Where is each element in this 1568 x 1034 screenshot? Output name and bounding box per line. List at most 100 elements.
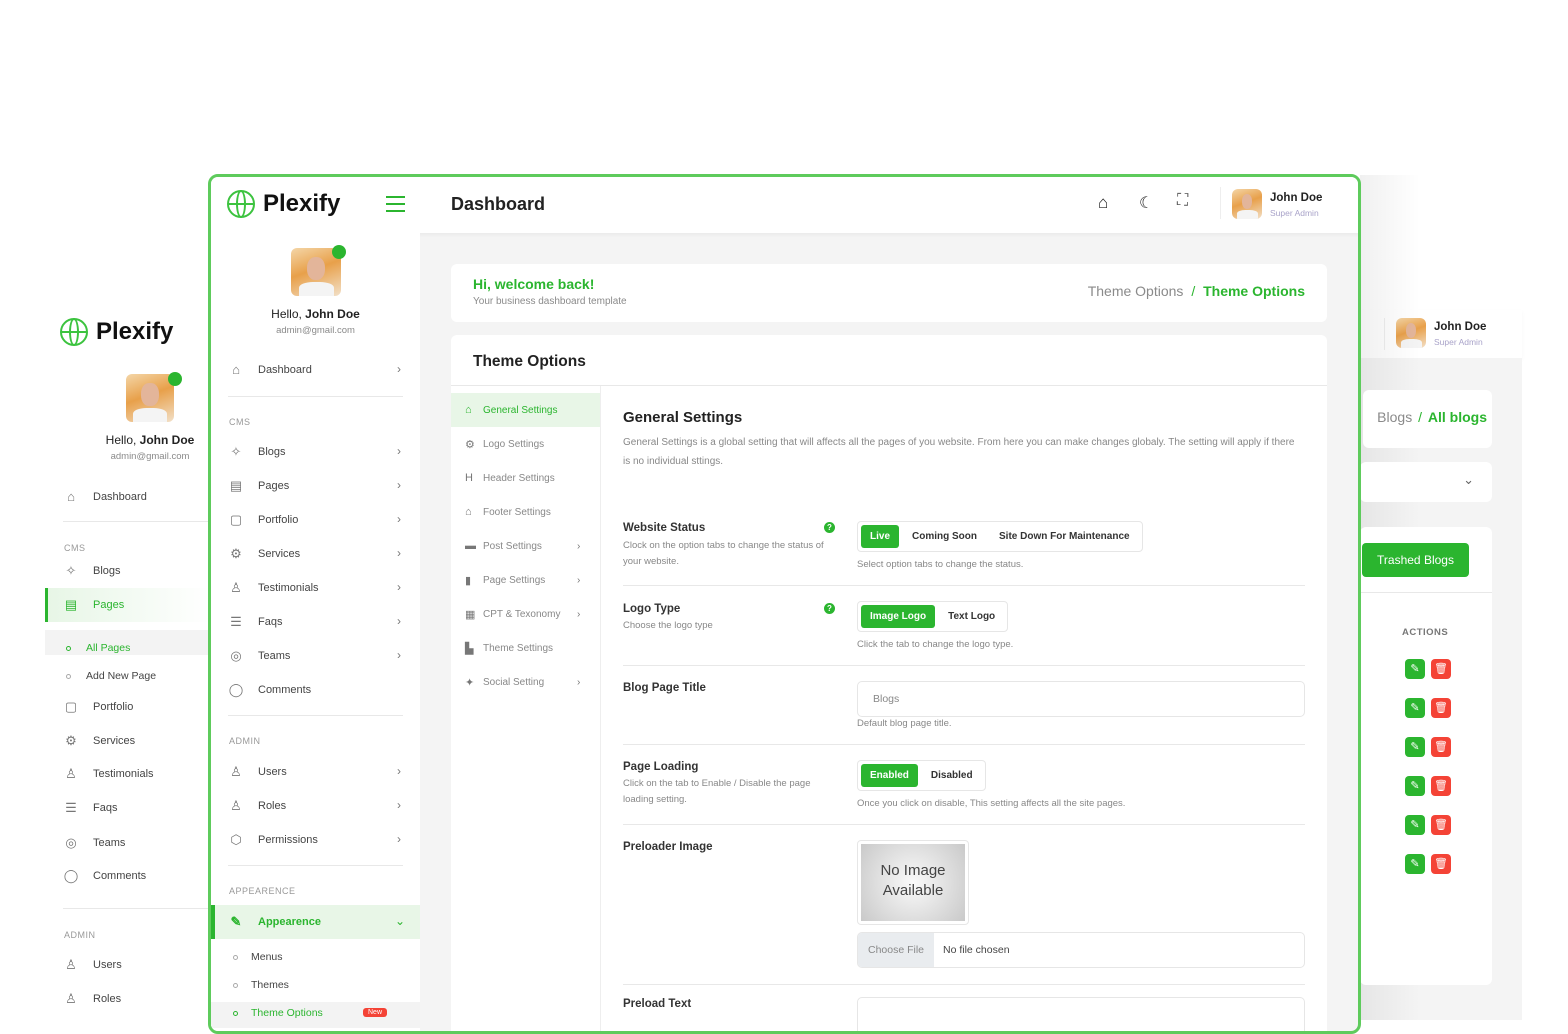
tab-coming-soon[interactable]: Coming Soon <box>912 531 978 542</box>
preload-text-input[interactable] <box>857 997 1305 1031</box>
card-title: Theme Options <box>473 353 586 370</box>
header-user-name: John Doe <box>1434 321 1487 333</box>
settings-nav-page-settings[interactable]: ▮ Page Settings › <box>465 574 581 587</box>
choose-file-button[interactable]: Choose File <box>858 933 934 967</box>
sidebar-item-permissions[interactable]: ⬡ Permissions <box>228 832 318 848</box>
edit-button[interactable]: ✎ <box>1405 776 1425 796</box>
preloader-image-preview: No Image Available <box>857 840 969 925</box>
back-sidebar-users[interactable]: ♙ Users <box>63 957 122 973</box>
file-input[interactable]: Choose File No file chosen <box>857 932 1305 968</box>
back-blogs-table: Trashed Blogs ACTIONS ✎ 🗑 ✎ 🗑 ✎ 🗑 ✎ 🗑 ✎ 🗑 ✎ 🗑 <box>1360 527 1492 985</box>
dark-mode-moon-icon[interactable]: ☾ <box>1139 195 1154 212</box>
chevron-right-icon: › <box>577 540 581 552</box>
settings-nav-social-setting[interactable]: ✦ Social Setting › <box>465 676 581 689</box>
sidebar-item-dashboard[interactable]: ⌂ Dashboard <box>228 362 312 377</box>
back-sidebar-blogs[interactable]: ✧ Blogs <box>63 563 121 579</box>
edit-button[interactable]: ✎ <box>1405 815 1425 835</box>
grid-icon: ▦ <box>465 608 476 621</box>
delete-button[interactable]: 🗑 <box>1431 854 1451 874</box>
settings-nav-logo-settings[interactable]: ⚙ Logo Settings <box>465 438 545 451</box>
sidebar-item-comments[interactable]: ◯ Comments <box>228 682 312 697</box>
back-sidebar-faqs[interactable]: ☰ Faqs <box>63 800 117 816</box>
breadcrumb-parent[interactable]: Blogs <box>1377 409 1413 425</box>
back-sidebar-pages[interactable]: ▤ Pages <box>64 597 125 612</box>
sidebar-item-services[interactable]: ⚙ Services <box>228 546 300 562</box>
tab-disabled[interactable]: Disabled <box>930 770 973 781</box>
sidebar-item-appearence[interactable]: ✎ Appearence <box>228 914 321 930</box>
delete-button[interactable]: 🗑 <box>1431 698 1451 718</box>
sidebar-sub-theme-options[interactable]: Theme Options <box>233 1007 323 1019</box>
header-avatar[interactable] <box>1396 318 1426 348</box>
tab-image-logo[interactable]: Image Logo <box>861 605 936 628</box>
settings-nav-general-settings[interactable]: ⌂ General Settings <box>451 393 600 427</box>
sidebar-item-pages[interactable]: ▤ Pages <box>229 478 290 493</box>
back-filter-dropdown[interactable]: ⌄ <box>1360 462 1492 502</box>
breadcrumb: Theme Options / Theme Options <box>1087 283 1305 299</box>
sidebar-item-portfolio[interactable]: ▢ Portfolio <box>229 512 299 527</box>
delete-button[interactable]: 🗑 <box>1431 815 1451 835</box>
sidebar-item-users[interactable]: ♙ Users <box>228 764 287 780</box>
settings-gear-icon[interactable] <box>332 245 346 259</box>
section-admin: ADMIN <box>64 930 96 940</box>
settings-nav-cpt-texonomy[interactable]: ▦ CPT & Texonomy › <box>465 608 581 621</box>
chevron-down-icon: ⌄ <box>395 914 406 928</box>
chevron-right-icon: › <box>397 512 401 526</box>
sidebar-item-teams[interactable]: ◎ Teams <box>228 648 290 664</box>
theme-options-card: Theme Options ⌂ General Settings ⚙ Logo Set… <box>451 335 1327 1031</box>
help-icon[interactable]: ? <box>824 603 835 614</box>
settings-nav-footer-settings[interactable]: ⌂ Footer Settings <box>465 506 551 518</box>
brand-logo[interactable]: Plexify <box>227 190 340 218</box>
header-user-role: Super Admin <box>1270 208 1319 218</box>
help-icon[interactable]: ? <box>824 522 835 533</box>
back-sidebar-teams[interactable]: ◎ Teams <box>63 835 125 851</box>
edit-button[interactable]: ✎ <box>1405 659 1425 679</box>
welcome-card: Hi, welcome back! Your business dashboar… <box>451 264 1327 322</box>
back-sidebar-comments[interactable]: ◯ Comments <box>63 868 147 883</box>
fullscreen-icon[interactable]: ⛶ <box>1177 192 1189 209</box>
settings-nav-post-settings[interactable]: ▬ Post Settings › <box>465 540 581 552</box>
back-sidebar-testimonials[interactable]: ♙ Testimonials <box>63 766 153 782</box>
back-brand-logo[interactable]: Plexify <box>60 318 173 346</box>
sidebar-item-faqs[interactable]: ☰ Faqs <box>228 614 282 630</box>
back-sidebar-roles[interactable]: ♙ Roles <box>63 991 121 1007</box>
settings-gear-icon[interactable] <box>168 372 182 386</box>
sidebar-item-blogs[interactable]: ✧ Blogs <box>228 444 286 460</box>
tab-site-down-for-maintenance[interactable]: Site Down For Maintenance <box>999 531 1130 542</box>
tab-text-logo[interactable]: Text Logo <box>948 611 996 622</box>
tab-enabled[interactable]: Enabled <box>861 764 918 787</box>
delete-button[interactable]: 🗑 <box>1431 737 1451 757</box>
settings-nav-header-settings[interactable]: H Header Settings <box>465 472 555 484</box>
tab-live[interactable]: Live <box>861 525 900 548</box>
edit-button[interactable]: ✎ <box>1405 698 1425 718</box>
back-sidebar-all-pages[interactable]: All Pages <box>66 642 130 654</box>
back-sidebar-dashboard[interactable]: ⌂ Dashboard <box>63 489 147 504</box>
header-avatar[interactable] <box>1232 189 1262 219</box>
sidebar-sub-themes[interactable]: Themes <box>233 979 289 991</box>
list-icon: ☰ <box>65 800 77 815</box>
delete-button[interactable]: 🗑 <box>1431 776 1451 796</box>
back-sidebar-services[interactable]: ⚙ Services <box>63 733 135 749</box>
blog-title-input[interactable] <box>857 681 1305 717</box>
sidebar-item-roles[interactable]: ♙ Roles <box>228 798 286 814</box>
sidebar-item-testimonials[interactable]: ♙ Testimonials <box>228 580 318 596</box>
shield-icon: ⬡ <box>230 832 242 847</box>
section-description: General Settings is a global setting tha… <box>623 437 1295 467</box>
pencil-icon: ✎ <box>1410 780 1420 792</box>
breadcrumb-parent[interactable]: Theme Options <box>1087 283 1184 299</box>
settings-nav-theme-settings[interactable]: ▙ Theme Settings <box>465 642 554 655</box>
home-icon[interactable]: ⌂ <box>1098 193 1109 212</box>
section-appearance: APPEARENCE <box>229 886 296 896</box>
hamburger-menu-icon[interactable] <box>386 196 405 212</box>
edit-button[interactable]: ✎ <box>1405 854 1425 874</box>
palette-icon: ▙ <box>465 642 474 655</box>
trash-icon: 🗑 <box>1434 741 1448 753</box>
edit-button[interactable]: ✎ <box>1405 737 1425 757</box>
avatar[interactable] <box>126 374 174 422</box>
trashed-blogs-button[interactable]: Trashed Blogs <box>1362 543 1469 577</box>
logo-type-hint: Choose the logo type <box>623 620 713 631</box>
delete-button[interactable]: 🗑 <box>1431 659 1451 679</box>
back-sidebar-portfolio[interactable]: ▢ Portfolio <box>64 699 134 714</box>
sidebar-sub-menus[interactable]: Menus <box>233 951 283 963</box>
back-sidebar-add-new-page[interactable]: Add New Page <box>66 670 156 682</box>
